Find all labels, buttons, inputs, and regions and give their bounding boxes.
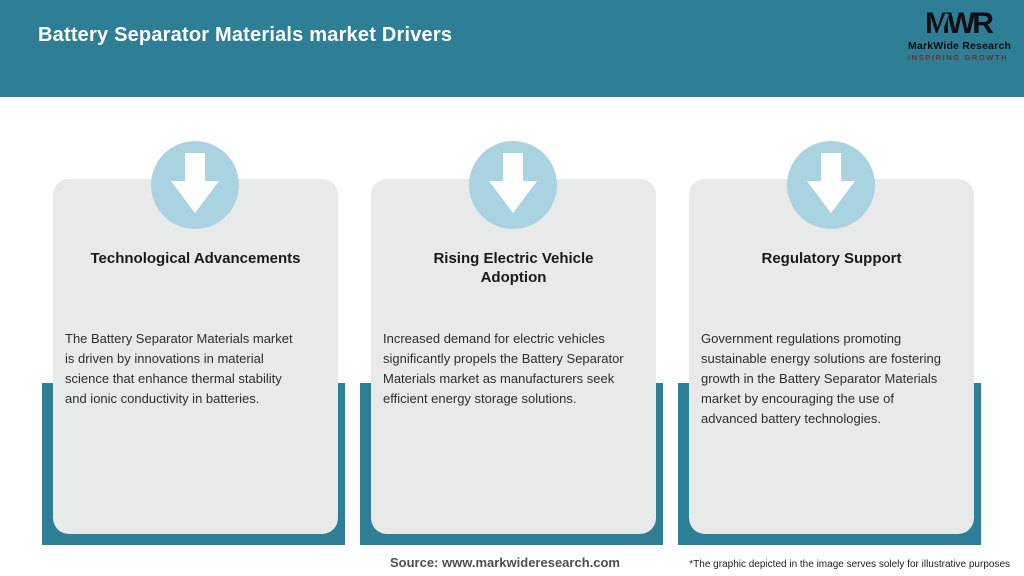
down-arrow-badge [151,141,239,229]
driver-card-technological-advancements: Technological Advancements The Battery S… [53,179,338,534]
logo-monogram-text: MWR [925,7,994,40]
driver-card-rising-ev-adoption: Rising Electric Vehicle Adoption Increas… [371,179,656,534]
driver-card-regulatory-support: Regulatory Support Government regulation… [689,179,974,534]
card-title: Regulatory Support [761,250,902,267]
header-bar: Battery Separator Materials market Drive… [0,0,1024,97]
down-arrow-badge [787,141,875,229]
down-arrow-icon [171,153,219,213]
source-text: Source: www.markwideresearch.com [389,555,620,570]
page-title: Battery Separator Materials market Drive… [38,24,453,46]
down-arrow-icon [489,153,537,213]
down-arrow-icon [807,153,855,213]
down-arrow-badge [469,141,557,229]
card-description: The Battery Separator Materials market i… [65,331,293,406]
logo-name: MarkWide Research [908,40,1012,52]
disclaimer-text: *The graphic depicted in the image serve… [689,559,1010,570]
card-title: Rising Electric Vehicle Adoption [433,250,594,286]
card-title: Technological Advancements [90,250,301,267]
logo-monogram: MWR [908,8,1008,40]
card-description: Government regulations promoting sustain… [701,331,941,426]
markwide-logo: MWR MarkWide Research INSPIRING GROWTH [908,8,1012,63]
logo-tagline: INSPIRING GROWTH [908,53,1009,62]
card-description: Increased demand for electric vehicles s… [383,331,624,406]
